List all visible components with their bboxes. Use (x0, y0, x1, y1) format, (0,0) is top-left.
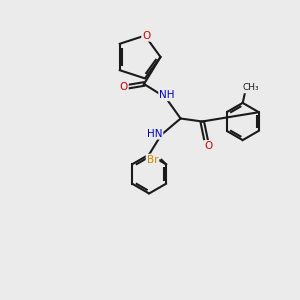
Text: NH: NH (159, 90, 175, 100)
Text: O: O (119, 82, 128, 92)
Text: HN: HN (147, 128, 162, 139)
Text: O: O (142, 31, 151, 40)
Text: CH₃: CH₃ (243, 83, 260, 92)
Text: O: O (204, 141, 212, 151)
Text: Br: Br (147, 155, 158, 165)
